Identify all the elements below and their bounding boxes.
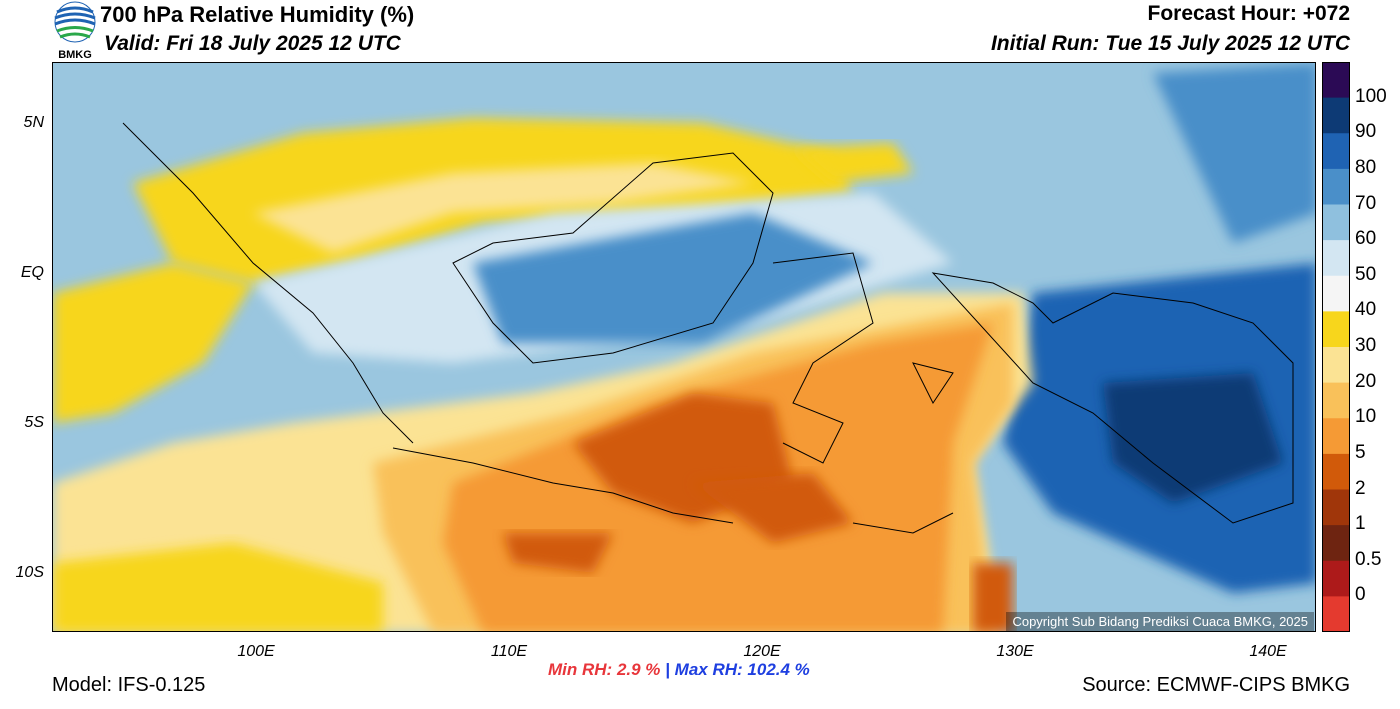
lat-label-5s: 5S bbox=[24, 414, 44, 431]
lon-label-100e: 100E bbox=[237, 643, 275, 660]
colorbar-label: 2 bbox=[1355, 477, 1366, 499]
logo-text: BMKG bbox=[58, 49, 92, 61]
colorbar-swatch bbox=[1322, 311, 1350, 348]
colorbar-label: 60 bbox=[1355, 228, 1377, 250]
colorbar bbox=[1322, 62, 1350, 632]
min-max-rh: Min RH: 2.9 % | Max RH: 102.4 % bbox=[548, 660, 810, 680]
colorbar-label: 100 bbox=[1355, 85, 1387, 107]
colorbar-swatch bbox=[1322, 525, 1350, 562]
colorbar-swatch bbox=[1322, 560, 1350, 597]
colorbar-label: 40 bbox=[1355, 299, 1377, 321]
colorbar-label: 90 bbox=[1355, 121, 1377, 143]
source-info: Source: ECMWF-CIPS BMKG bbox=[1082, 674, 1350, 696]
colorbar-label: 0 bbox=[1355, 584, 1366, 606]
colorbar-label: 10 bbox=[1355, 406, 1377, 428]
max-rh-value: 102.4 % bbox=[747, 660, 810, 679]
lat-label-eq: EQ bbox=[20, 264, 44, 281]
colorbar-swatch bbox=[1322, 62, 1350, 99]
lon-label-110e: 110E bbox=[490, 643, 528, 660]
colorbar-swatch bbox=[1322, 489, 1350, 526]
valid-time: Valid: Fri 18 July 2025 12 UTC bbox=[104, 32, 401, 55]
colorbar-swatch bbox=[1322, 275, 1350, 312]
colorbar-swatch bbox=[1322, 453, 1350, 491]
colorbar-label: 1 bbox=[1355, 513, 1366, 535]
lon-label-130e: 130E bbox=[996, 643, 1034, 660]
lat-label-10s: 10S bbox=[15, 564, 44, 581]
colorbar-label: 70 bbox=[1355, 192, 1377, 214]
colorbar-label: 80 bbox=[1355, 156, 1377, 178]
separator: | bbox=[665, 660, 670, 679]
initial-run: Initial Run: Tue 15 July 2025 12 UTC bbox=[990, 32, 1350, 55]
bmkg-logo: BMKG bbox=[50, 0, 100, 62]
min-rh-value: 2.9 % bbox=[616, 660, 661, 679]
colorbar-label: 50 bbox=[1355, 263, 1377, 285]
lon-label-140e: 140E bbox=[1249, 643, 1287, 660]
min-rh-label: Min RH: bbox=[548, 660, 613, 679]
colorbar-swatch bbox=[1322, 168, 1350, 206]
colorbar-swatch bbox=[1322, 596, 1350, 632]
colorbar-swatch bbox=[1322, 347, 1350, 384]
colorbar-swatch bbox=[1322, 204, 1350, 241]
colorbar-label: 20 bbox=[1355, 370, 1377, 392]
colorbar-swatch bbox=[1322, 418, 1350, 455]
lat-label-5n: 5N bbox=[23, 114, 44, 131]
map-title: 700 hPa Relative Humidity (%) bbox=[100, 2, 415, 27]
forecast-hour: Forecast Hour: +072 bbox=[1147, 2, 1351, 25]
model-info: Model: IFS-0.125 bbox=[52, 674, 206, 696]
colorbar-swatch bbox=[1322, 97, 1350, 134]
colorbar-label: 5 bbox=[1355, 441, 1366, 463]
humidity-field bbox=[53, 63, 1315, 631]
colorbar-swatch bbox=[1322, 240, 1350, 277]
colorbar-swatch bbox=[1322, 382, 1350, 419]
colorbar-swatch bbox=[1322, 133, 1350, 170]
humidity-map bbox=[52, 62, 1316, 632]
copyright-note: Copyright Sub Bidang Prediksi Cuaca BMKG… bbox=[1006, 612, 1314, 631]
colorbar-label: 0.5 bbox=[1355, 548, 1382, 570]
lon-label-120e: 120E bbox=[743, 643, 781, 660]
max-rh-label: Max RH: bbox=[674, 660, 743, 679]
colorbar-label: 30 bbox=[1355, 335, 1377, 356]
